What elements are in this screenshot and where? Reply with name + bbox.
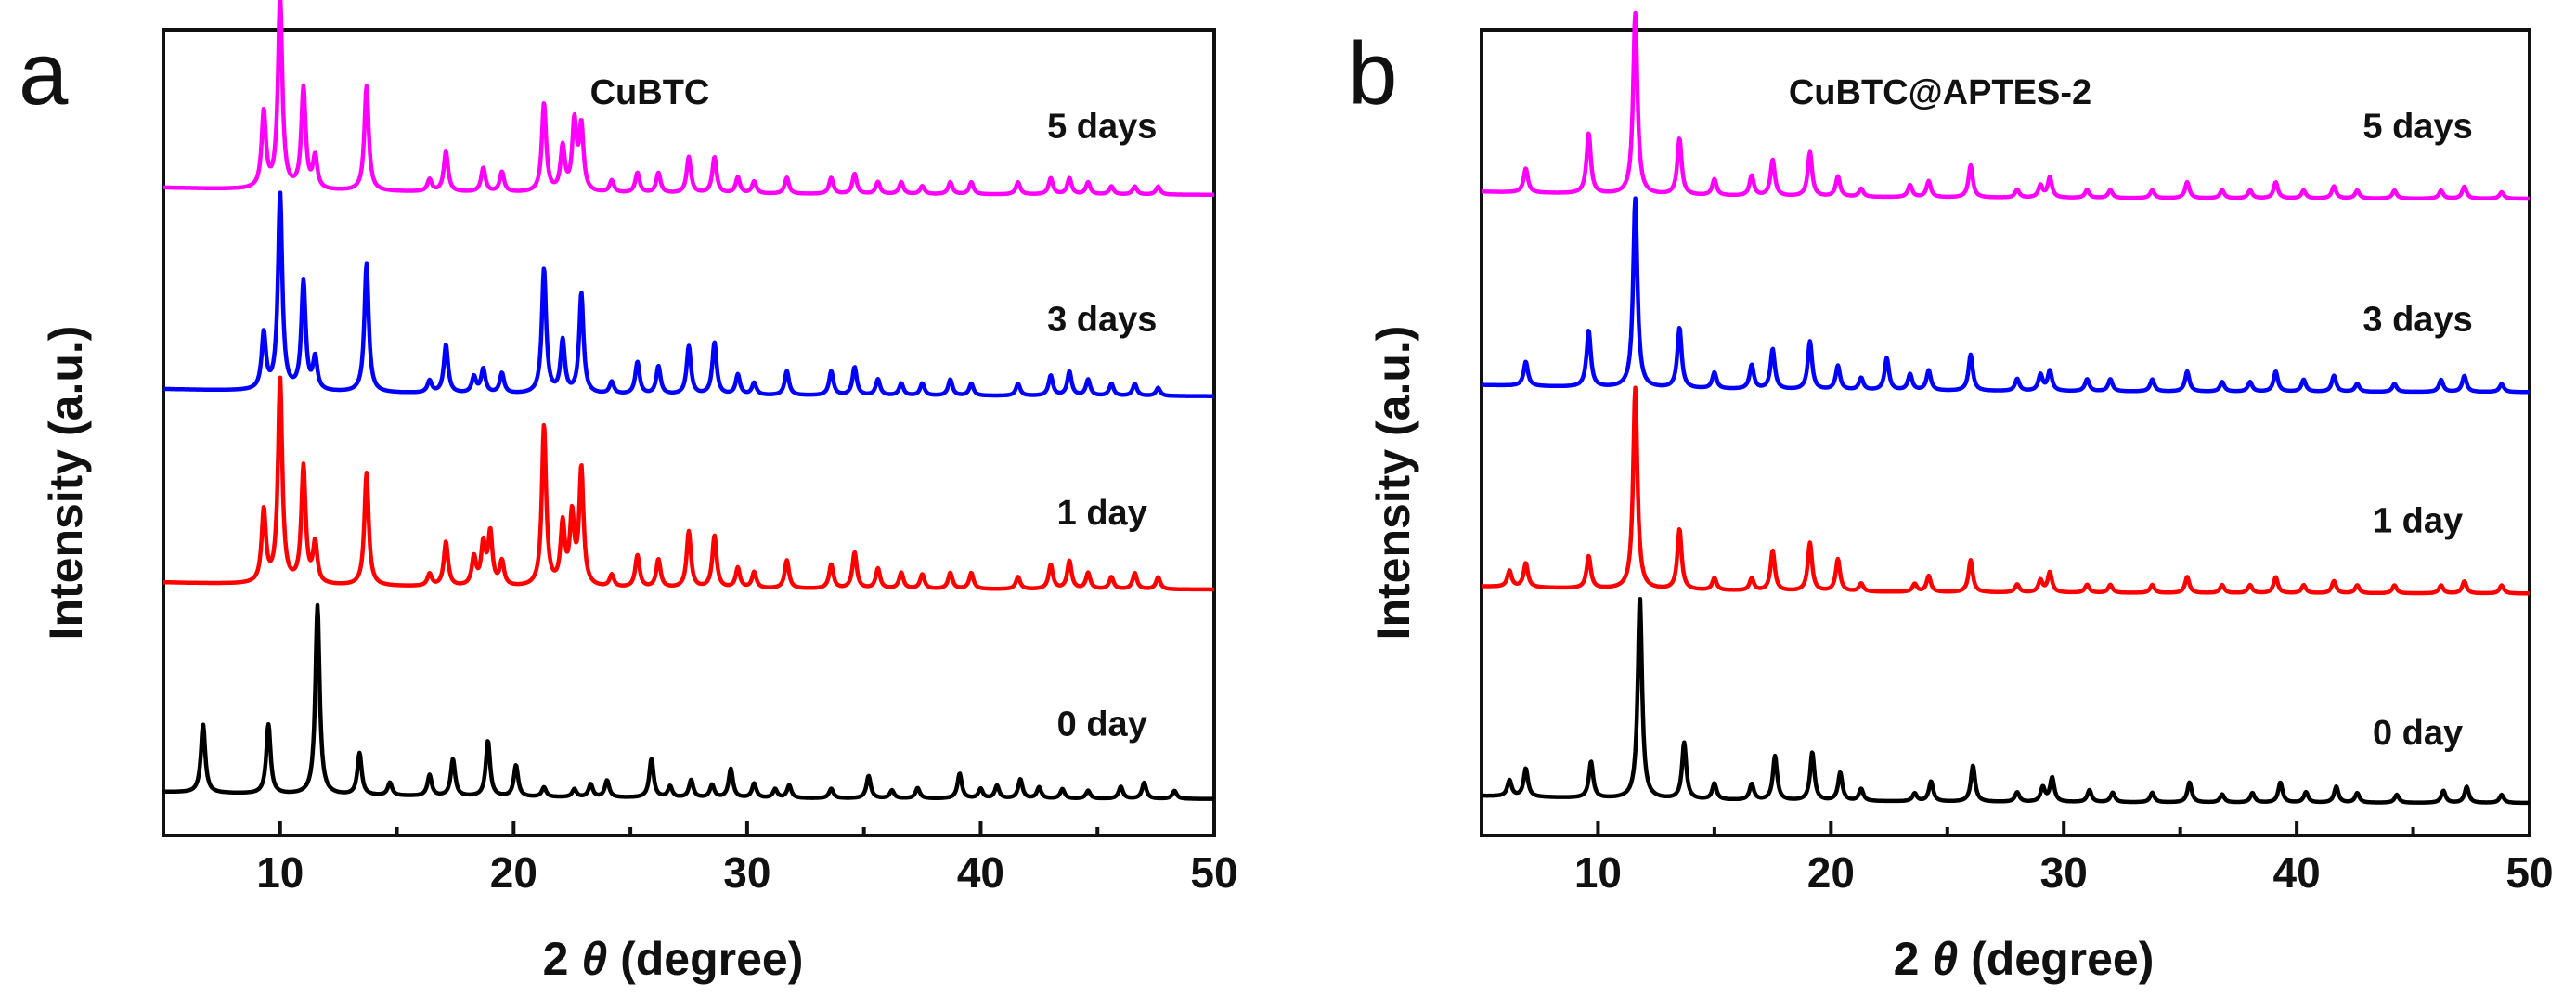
series-line-1-day bbox=[162, 375, 1216, 592]
series-traces bbox=[162, 0, 1216, 801]
series-line-3-days bbox=[1480, 196, 2531, 395]
x-tick-label: 50 bbox=[2505, 848, 2553, 897]
chart-title: CuBTC bbox=[590, 73, 710, 112]
panel-letter: b bbox=[1348, 24, 1397, 123]
series-label: 3 days bbox=[1047, 301, 1157, 340]
x-tick-label: 20 bbox=[490, 848, 537, 897]
y-axis-title: Intensity (a.u.) bbox=[1367, 326, 1419, 640]
plot-frame bbox=[162, 28, 1216, 837]
series-label: 5 days bbox=[2362, 107, 2472, 146]
series-label: 5 days bbox=[1047, 107, 1157, 146]
x-tick-label: 40 bbox=[2273, 848, 2321, 897]
series-traces bbox=[1480, 10, 2531, 806]
x-ticks bbox=[1480, 821, 2531, 835]
x-axis-title: 2 θ (degree) bbox=[1894, 933, 2155, 985]
x-tick-labels: 10 20 30 40 50 bbox=[256, 848, 1237, 897]
x-tick-label: 30 bbox=[723, 848, 770, 897]
series-label: 0 day bbox=[1057, 705, 1147, 744]
x-tick-label: 40 bbox=[957, 848, 1004, 897]
series-line-1-day bbox=[1480, 385, 2531, 596]
y-axis-title: Intensity (a.u.) bbox=[40, 326, 92, 640]
series-labels: 0 day 1 day 3 days 5 days bbox=[2362, 107, 2472, 753]
x-tick-label: 20 bbox=[1807, 848, 1855, 897]
x-tick-labels: 10 20 30 40 50 bbox=[1574, 848, 2554, 897]
series-labels: 0 day 1 day 3 days 5 days bbox=[1047, 107, 1157, 744]
plot-frame bbox=[1480, 28, 2531, 837]
panel-letter: a bbox=[19, 24, 69, 123]
series-label: 0 day bbox=[2373, 714, 2463, 753]
x-tick-label: 10 bbox=[256, 848, 304, 897]
series-label: 1 day bbox=[2373, 502, 2463, 541]
x-tick-label: 30 bbox=[2040, 848, 2088, 897]
x-ticks bbox=[162, 821, 1216, 835]
panel-a: a CuBTC Intensity (a.u.) 2 θ (degree) 10… bbox=[19, 0, 1238, 985]
series-line-5-days bbox=[1480, 10, 2531, 201]
series-line-3-days bbox=[162, 190, 1216, 398]
x-tick-label: 10 bbox=[1574, 848, 1622, 897]
series-label: 3 days bbox=[2362, 301, 2472, 340]
panel-b: b CuBTC@APTES-2 Intensity (a.u.) 2 θ (de… bbox=[1348, 10, 2554, 985]
x-tick-label: 50 bbox=[1190, 848, 1237, 897]
chart-title: CuBTC@APTES-2 bbox=[1789, 73, 2091, 112]
x-axis-title: 2 θ (degree) bbox=[543, 933, 804, 985]
series-label: 1 day bbox=[1057, 494, 1147, 533]
series-line-0-day bbox=[162, 602, 1216, 801]
series-line-5-days bbox=[162, 0, 1216, 197]
series-line-0-day bbox=[1480, 596, 2531, 806]
